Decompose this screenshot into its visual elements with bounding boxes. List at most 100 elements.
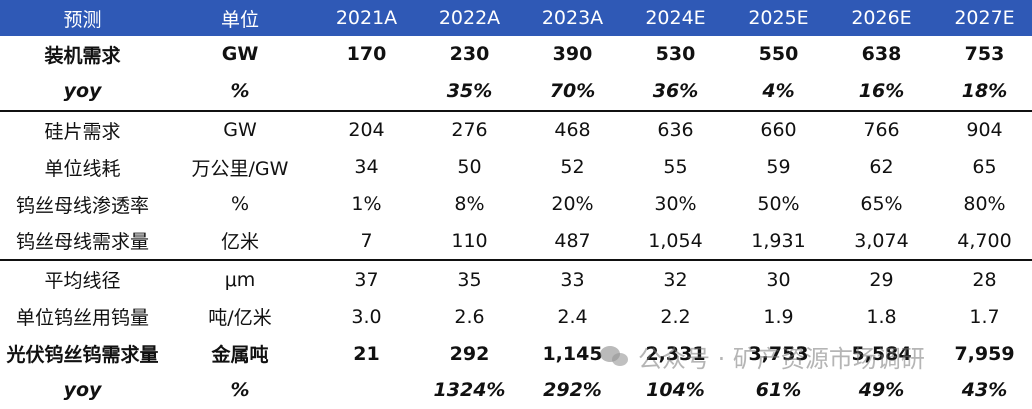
unit-cell: %: [230, 379, 250, 402]
value-cell: 530: [655, 43, 696, 66]
unit-cell: %: [230, 193, 250, 215]
header-cell: 2025E: [727, 0, 830, 36]
table-row: 平均线径 μm 37 35 33 32 30 29 28: [0, 260, 1032, 298]
value-cell: 292: [449, 342, 490, 365]
row-label: 光伏钨丝钨需求量: [6, 344, 159, 367]
value-cell: 1.7: [969, 305, 1000, 328]
value-cell: 636: [657, 119, 694, 142]
value-cell: 7,959: [954, 342, 1015, 365]
row-label: 硅片需求: [44, 120, 121, 143]
value-cell: 230: [449, 43, 490, 66]
value-cell: 4,700: [933, 222, 1032, 262]
row-label: 平均线径: [44, 270, 121, 293]
table-row: 单位钨丝用钨量 吨/亿米 3.0 2.6 2.4 2.2 1.9 1.8 1.7: [0, 298, 1032, 335]
value-cell: 638: [861, 43, 902, 66]
value-cell: 50%: [757, 193, 800, 215]
value-cell: 1324%: [433, 379, 506, 402]
value-cell: 1%: [351, 193, 382, 215]
row-label: 装机需求: [44, 44, 121, 67]
value-cell: 5,584: [851, 342, 912, 365]
value-cell: 55: [663, 156, 688, 179]
value-cell: 2.6: [454, 305, 485, 328]
value-cell: [315, 72, 418, 112]
row-label: yoy: [0, 72, 165, 112]
row-label: yoy: [63, 379, 102, 402]
unit-cell: GW: [221, 43, 259, 66]
value-cell: 1.8: [866, 305, 897, 328]
value-cell: 2.4: [557, 305, 588, 328]
value-cell: 34: [354, 156, 379, 179]
header-cell: 2021A: [315, 0, 418, 36]
value-cell: 29: [869, 268, 894, 291]
value-cell: 30%: [654, 193, 697, 215]
value-cell: 4%: [727, 72, 830, 112]
value-cell: 18%: [933, 72, 1032, 112]
value-cell: 59: [766, 156, 791, 179]
value-cell: 1.9: [763, 305, 794, 328]
value-cell: 1,145: [542, 342, 603, 365]
value-cell: 35: [457, 268, 482, 291]
value-cell: 33: [560, 268, 585, 291]
header-cell: 2026E: [830, 0, 933, 36]
value-cell: 16%: [830, 72, 933, 112]
value-cell: 61%: [755, 379, 802, 402]
value-cell: 65%: [860, 193, 903, 215]
header-row: 预测 单位 2021A 2022A 2023A 2024E 2025E 2026…: [0, 0, 1032, 36]
value-cell: 21: [353, 342, 380, 365]
value-cell: 110: [418, 222, 521, 262]
value-cell: 36%: [624, 72, 727, 112]
unit-cell: μm: [224, 268, 256, 291]
table-row: yoy% 1324% 292% 104% 61% 49% 43%: [0, 372, 1032, 409]
value-cell: 468: [554, 119, 591, 142]
table-row: 单位线耗 万公里/GW 34 50 52 55 59 62 65: [0, 149, 1032, 186]
value-cell: 49%: [858, 379, 905, 402]
value-cell: 3,074: [830, 222, 933, 262]
row-label: 钨丝母线需求量: [0, 222, 165, 262]
value-cell: 660: [760, 119, 797, 142]
value-cell: 20%: [551, 193, 594, 215]
value-cell: 2.2: [660, 305, 691, 328]
table-row: 装机需求 GW 170 230 390 530 550 638 753: [0, 36, 1032, 73]
table-body: 装机需求 GW 170 230 390 530 550 638 753 yoy% 35% 70% 36%…: [0, 36, 1032, 409]
unit-cell: 亿米: [165, 222, 315, 262]
unit-cell: 吨/亿米: [208, 307, 272, 330]
unit-cell: 万公里/GW: [191, 157, 289, 180]
value-cell: 62: [869, 156, 894, 179]
table-row: 钨丝母线渗透率% 1% 8% 20% 30% 50% 65% 80%: [0, 186, 1032, 223]
header-cell: 预测: [0, 0, 165, 36]
value-cell: 52: [560, 156, 585, 179]
value-cell: 8%: [454, 193, 485, 215]
value-cell: 2,331: [645, 342, 706, 365]
value-cell: 904: [966, 119, 1003, 142]
unit-cell: %: [165, 72, 315, 112]
value-cell: 550: [758, 43, 799, 66]
table-row: yoy% 35% 70% 36% 4% 16% 18%: [0, 72, 1032, 112]
value-cell: 766: [863, 119, 900, 142]
value-cell: 753: [964, 43, 1005, 66]
header-cell: 2027E: [933, 0, 1032, 36]
value-cell: 170: [346, 43, 387, 66]
table-row: 钨丝母线需求量 亿米 7 110 487 1,054 1,931 3,074 4,700: [0, 222, 1032, 262]
value-cell: 276: [451, 119, 488, 142]
table-row: 硅片需求 GW 204 276 468 636 660 766 904: [0, 111, 1032, 149]
header-cell: 2023A: [521, 0, 624, 36]
value-cell: 1,054: [624, 222, 727, 262]
value-cell: 7: [315, 222, 418, 262]
header-cell: 单位: [165, 0, 315, 36]
row-label: 单位钨丝用钨量: [15, 307, 149, 330]
value-cell: 37: [354, 268, 379, 291]
value-cell: 487: [521, 222, 624, 262]
value-cell: 32: [663, 268, 688, 291]
unit-cell: GW: [223, 119, 257, 142]
value-cell: 104%: [646, 379, 705, 402]
value-cell: 70%: [521, 72, 624, 112]
row-label: 单位线耗: [44, 157, 121, 180]
value-cell: 80%: [963, 193, 1006, 215]
value-cell: 204: [348, 119, 385, 142]
row-label: 钨丝母线渗透率: [15, 194, 149, 217]
value-cell: 292%: [543, 379, 602, 402]
value-cell: 35%: [418, 72, 521, 112]
value-cell: 65: [972, 156, 997, 179]
value-cell: 3.0: [351, 305, 382, 328]
